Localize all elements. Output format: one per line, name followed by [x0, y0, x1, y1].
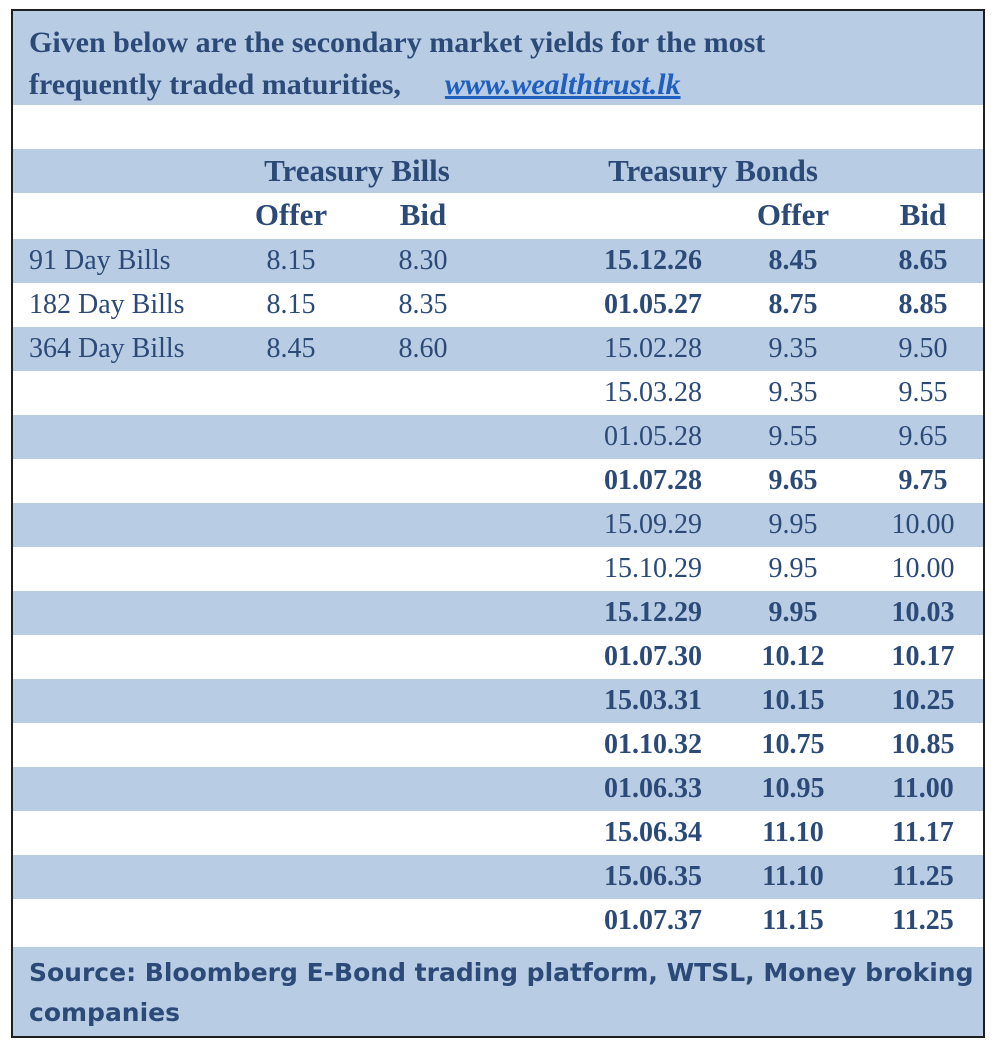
table-row: 15.06.34 11.10 11.17: [13, 811, 983, 855]
table-row: 01.07.30 10.12 10.17: [13, 635, 983, 679]
bill-label: 182 Day Bills: [29, 289, 185, 320]
table-row: 15.03.28 9.35 9.55: [13, 371, 983, 415]
table-row: 15.12.29 9.95 10.03: [13, 591, 983, 635]
treasury-bonds-title: Treasury Bonds: [608, 153, 818, 188]
header-line-2-text: frequently traded maturities,: [29, 68, 401, 101]
bond-bid: 10.25: [891, 685, 955, 716]
bond-maturity: 15.12.29: [604, 597, 702, 628]
bond-bid: 8.65: [898, 245, 948, 276]
bond-maturity: 15.03.28: [604, 377, 702, 408]
table-row: 01.10.32 10.75 10.85: [13, 723, 983, 767]
bond-bid: 9.50: [898, 333, 948, 364]
yields-table-panel: Given below are the secondary market yie…: [11, 9, 985, 1038]
bond-maturity: 01.05.27: [604, 289, 702, 320]
wealthtrust-link[interactable]: www.wealthtrust.lk: [444, 68, 681, 101]
bill-bid: 8.60: [398, 333, 448, 364]
bond-offer: 8.75: [768, 289, 818, 320]
bond-maturity: 15.02.28: [604, 333, 702, 364]
bond-maturity: 01.10.32: [604, 729, 702, 760]
bond-bid: 11.00: [892, 773, 954, 804]
bond-offer: 9.95: [768, 553, 818, 584]
table-row: 91 Day Bills 8.15 8.30 15.12.26 8.45 8.65: [13, 239, 983, 283]
column-header-row: Offer Bid Offer Bid: [13, 193, 983, 237]
bond-bid: 11.25: [892, 905, 954, 936]
section-title-row: Treasury Bills Treasury Bonds: [13, 149, 983, 193]
table-row: 15.06.35 11.10 11.25: [13, 855, 983, 899]
bond-offer: 9.35: [768, 377, 818, 408]
bond-offer: 9.95: [768, 597, 818, 628]
bond-maturity: 15.09.29: [604, 509, 702, 540]
bill-offer: 8.15: [266, 245, 316, 276]
bill-bid: 8.35: [398, 289, 448, 320]
table-row: 15.09.29 9.95 10.00: [13, 503, 983, 547]
bond-offer: 9.95: [768, 509, 818, 540]
bond-offer: 11.10: [762, 817, 824, 848]
bond-maturity: 15.03.31: [604, 685, 702, 716]
bond-maturity: 15.06.35: [604, 861, 702, 892]
bond-offer: 10.75: [761, 729, 825, 760]
bond-bid: 10.85: [891, 729, 955, 760]
bond-bid: 10.17: [891, 641, 955, 672]
bond-bid: 10.00: [891, 509, 955, 540]
bond-maturity: 01.07.37: [604, 905, 702, 936]
bond-bid: 8.85: [898, 289, 948, 320]
bill-label: 91 Day Bills: [29, 245, 171, 276]
bond-offer: 8.45: [768, 245, 818, 276]
bill-bid: 8.30: [398, 245, 448, 276]
bond-maturity: 01.07.28: [604, 465, 702, 496]
bond-bid: 11.25: [892, 861, 954, 892]
bond-maturity: 01.07.30: [604, 641, 702, 672]
bond-offer: 10.15: [761, 685, 825, 716]
panel-header: Given below are the secondary market yie…: [13, 11, 983, 105]
table-row: 15.03.31 10.15 10.25: [13, 679, 983, 723]
table-row: 364 Day Bills 8.45 8.60 15.02.28 9.35 9.50: [13, 327, 983, 371]
bond-offer: 11.10: [762, 861, 824, 892]
bond-maturity: 01.05.28: [604, 421, 702, 452]
bond-maturity: 15.06.34: [604, 817, 702, 848]
table-row: 01.06.33 10.95 11.00: [13, 767, 983, 811]
bond-maturity: 15.12.26: [604, 245, 702, 276]
bond-offer: 10.12: [761, 641, 825, 672]
bill-offer: 8.15: [266, 289, 316, 320]
bond-bid: 9.55: [898, 377, 948, 408]
bills-offer-header: Offer: [254, 197, 328, 232]
bond-bid: 9.75: [898, 465, 948, 496]
source-footer: Source: Bloomberg E-Bond trading platfor…: [13, 947, 983, 1036]
bill-label: 364 Day Bills: [29, 333, 185, 364]
bond-bid: 9.65: [898, 421, 948, 452]
bills-bid-header: Bid: [399, 197, 447, 232]
table-row: 01.05.28 9.55 9.65: [13, 415, 983, 459]
bond-bid: 10.00: [891, 553, 955, 584]
bond-offer: 10.95: [761, 773, 825, 804]
bonds-bid-header: Bid: [899, 197, 947, 232]
table-row: 01.07.28 9.65 9.75: [13, 459, 983, 503]
table-row: 01.07.37 11.15 11.25: [13, 899, 983, 943]
bonds-offer-header: Offer: [756, 197, 830, 232]
bond-offer: 9.65: [768, 465, 818, 496]
bond-offer: 9.55: [768, 421, 818, 452]
treasury-bills-title: Treasury Bills: [264, 153, 450, 188]
header-line-2: frequently traded maturities, www.wealtht…: [29, 64, 983, 106]
bond-bid: 10.03: [891, 597, 955, 628]
bond-offer: 9.35: [768, 333, 818, 364]
bond-offer: 11.15: [762, 905, 824, 936]
table-row: 15.10.29 9.95 10.00: [13, 547, 983, 591]
table-row: 182 Day Bills 8.15 8.35 01.05.27 8.75 8.85: [13, 283, 983, 327]
bill-offer: 8.45: [266, 333, 316, 364]
bond-maturity: 15.10.29: [604, 553, 702, 584]
header-line-1: Given below are the secondary market yie…: [29, 26, 766, 59]
bond-bid: 11.17: [892, 817, 954, 848]
bond-maturity: 01.06.33: [604, 773, 702, 804]
